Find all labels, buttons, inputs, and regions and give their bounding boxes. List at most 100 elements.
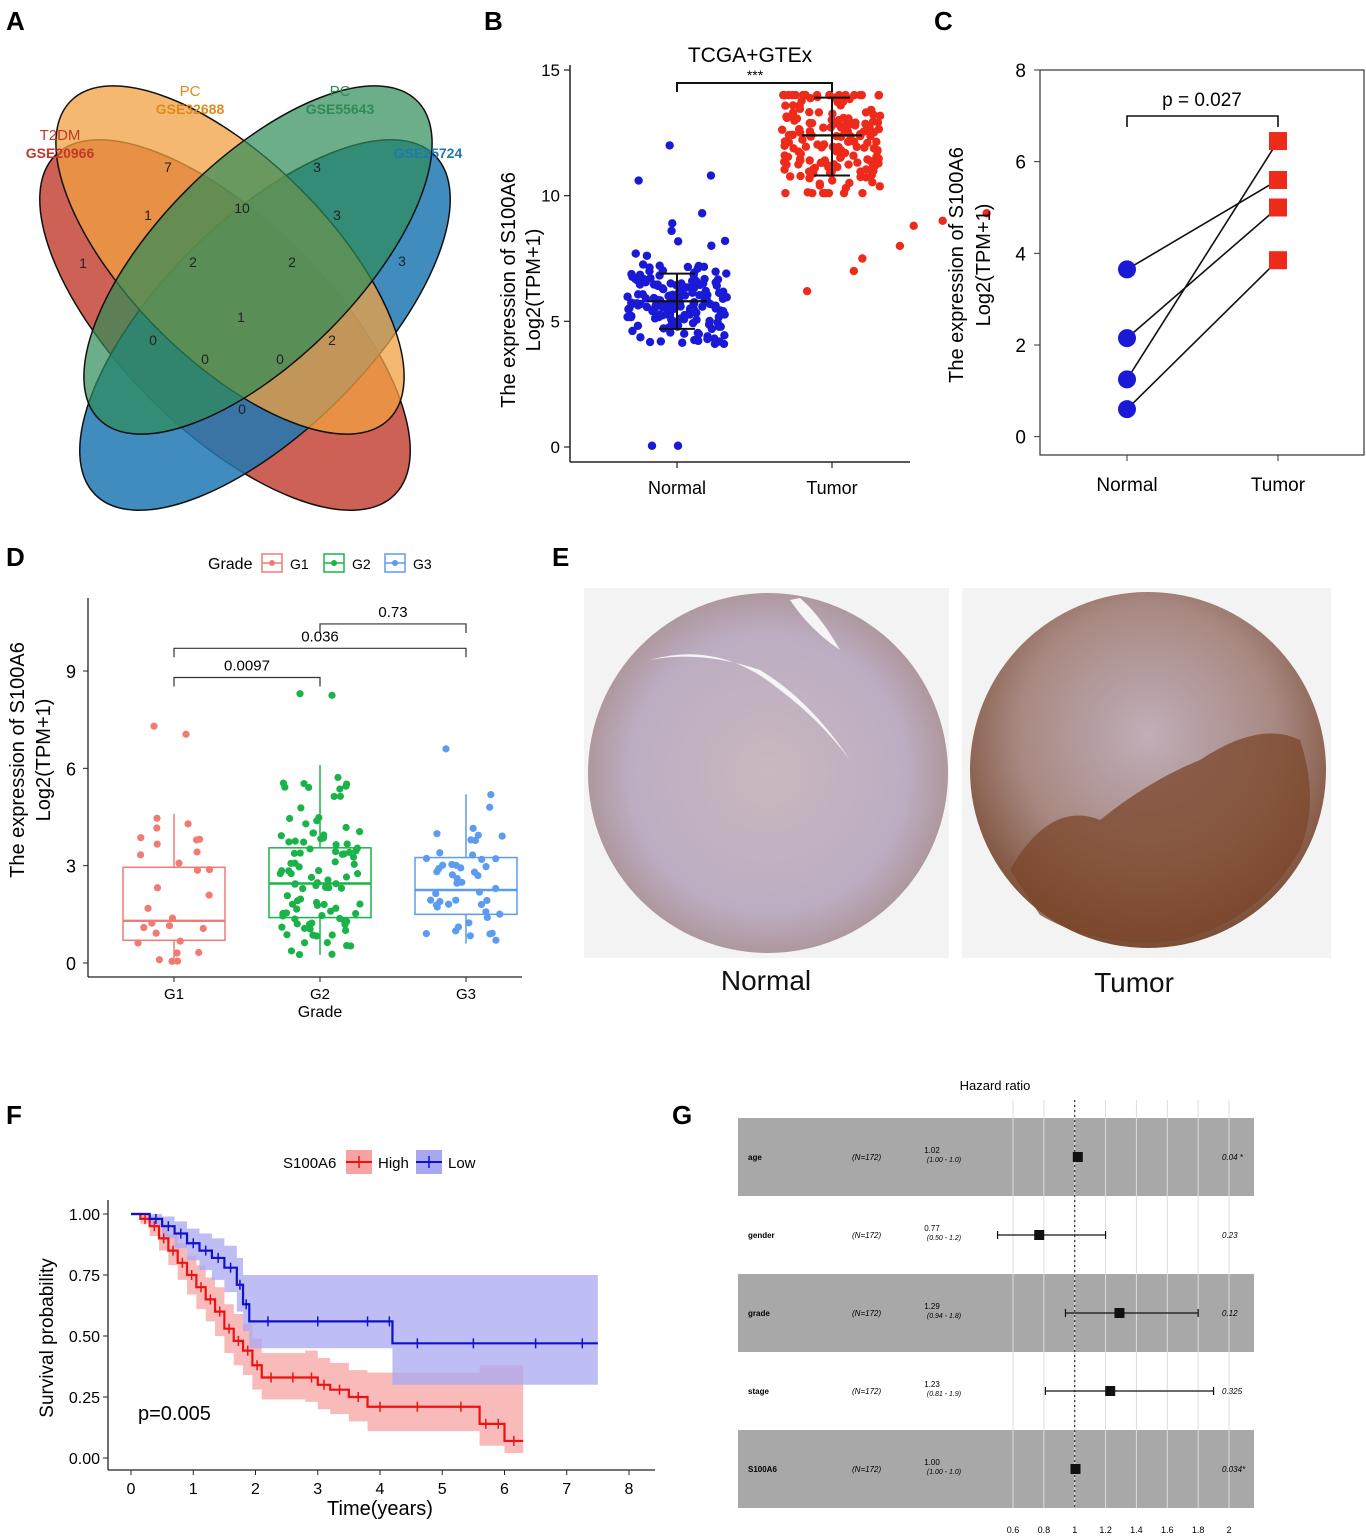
data-point xyxy=(306,845,314,853)
data-point xyxy=(318,911,326,920)
data-point xyxy=(711,301,720,310)
data-point xyxy=(826,123,836,132)
data-point xyxy=(668,219,677,228)
x-tick-label: G1 xyxy=(164,986,184,1003)
data-point xyxy=(184,820,192,828)
data-point xyxy=(798,90,808,100)
data-point xyxy=(328,931,336,939)
data-point xyxy=(631,249,640,258)
legend-swatch-dot xyxy=(331,560,337,566)
data-point xyxy=(337,884,346,892)
data-point xyxy=(698,279,708,288)
data-point xyxy=(286,814,294,823)
x-tick-label: Tumor xyxy=(1251,475,1306,496)
row-hr: 1.29 xyxy=(924,1302,940,1311)
row-shade xyxy=(738,1430,1254,1508)
data-point xyxy=(798,135,807,144)
data-point xyxy=(795,101,804,110)
data-point xyxy=(636,333,645,342)
data-point xyxy=(350,860,358,868)
hr-marker xyxy=(1072,1152,1083,1162)
data-point xyxy=(355,828,364,836)
data-point xyxy=(193,848,201,856)
x-tick-label: 1 xyxy=(189,1481,198,1498)
data-point xyxy=(336,785,344,793)
plot-frame xyxy=(1039,69,1365,456)
normal-point xyxy=(1118,370,1136,389)
data-point xyxy=(863,155,872,164)
data-point xyxy=(195,948,203,957)
data-point xyxy=(780,151,789,160)
normal-point xyxy=(1118,400,1136,419)
data-point xyxy=(632,299,642,308)
data-point xyxy=(623,312,632,322)
data-point xyxy=(814,108,824,117)
y-tick-label: 5 xyxy=(551,312,560,331)
y-tick-label: 0 xyxy=(66,954,76,974)
y-tick-label: 2 xyxy=(1015,336,1026,357)
venn-label-t2dm: T2DM xyxy=(40,127,81,144)
data-point xyxy=(704,320,714,329)
venn-label-pc2: PC xyxy=(330,83,351,100)
data-point xyxy=(815,179,824,188)
data-point xyxy=(861,165,871,174)
data-point xyxy=(345,848,353,856)
box xyxy=(414,856,518,916)
row-ci: (1.00 - 1.0) xyxy=(927,1469,961,1476)
row-label: S100A6 xyxy=(748,1465,777,1474)
data-point xyxy=(712,281,722,290)
data-point xyxy=(849,151,858,160)
ihc-normal-tear xyxy=(790,598,840,650)
significance-bracket xyxy=(1126,115,1279,127)
data-point xyxy=(678,338,687,347)
data-point xyxy=(291,915,299,923)
data-point xyxy=(788,130,797,140)
data-point xyxy=(647,441,657,450)
data-point xyxy=(796,171,805,181)
data-point xyxy=(427,896,435,904)
outlier-point xyxy=(150,722,158,730)
venn-count: 3 xyxy=(398,253,406,269)
data-point xyxy=(291,837,299,845)
row-label: age xyxy=(748,1153,762,1162)
hr-marker xyxy=(1105,1386,1116,1396)
venn-count: 0 xyxy=(149,332,157,348)
venn-label-gse55643: GSE55643 xyxy=(306,101,375,117)
data-point xyxy=(787,111,796,120)
data-point xyxy=(448,860,456,869)
venn-label-gse25724: GSE25724 xyxy=(394,145,463,161)
chart-b: 0 5 10 15 Normal Tumor TCGA+GTEx The expression… xyxy=(498,44,991,498)
x-tick-label: 1.8 xyxy=(1192,1525,1205,1535)
box xyxy=(122,866,226,942)
comparison-pvalue: 0.0097 xyxy=(224,657,270,674)
data-point xyxy=(134,939,142,947)
data-point xyxy=(196,835,204,843)
data-point xyxy=(874,90,884,100)
comparison-bracket xyxy=(173,676,321,687)
panel-label-a: A xyxy=(6,6,25,36)
data-point xyxy=(486,930,494,938)
y-tick-label: 6 xyxy=(1015,153,1026,174)
data-point xyxy=(136,851,145,859)
data-point xyxy=(315,867,323,875)
data-point xyxy=(293,905,301,913)
data-point xyxy=(334,773,342,782)
data-point xyxy=(819,123,828,132)
data-point xyxy=(639,274,648,284)
data-point xyxy=(299,884,307,893)
venn-count: 1 xyxy=(237,309,245,325)
y-axis-label: The expression of S100A6 xyxy=(7,642,29,878)
venn-count: 10 xyxy=(234,200,250,216)
x-tick-label: 1.2 xyxy=(1099,1525,1112,1535)
row-label: gender xyxy=(748,1231,775,1240)
data-point xyxy=(153,824,161,832)
panel-label-e: E xyxy=(552,542,569,572)
data-point xyxy=(840,148,850,158)
row-ci: (0.50 - 1.2) xyxy=(927,1235,961,1242)
x-tick-label: 5 xyxy=(438,1481,447,1498)
data-point xyxy=(433,903,441,911)
hr-marker xyxy=(1070,1464,1081,1474)
data-point xyxy=(867,105,876,115)
row-ci: (0.81 - 1.9) xyxy=(927,1391,961,1398)
data-point xyxy=(844,120,853,130)
